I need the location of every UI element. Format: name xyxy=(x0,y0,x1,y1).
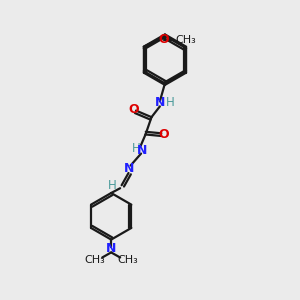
Text: H: H xyxy=(107,179,116,192)
Text: H: H xyxy=(166,96,174,109)
Text: N: N xyxy=(137,143,147,157)
Text: N: N xyxy=(155,96,165,109)
Text: CH₃: CH₃ xyxy=(84,256,105,266)
Text: O: O xyxy=(159,33,169,46)
Text: O: O xyxy=(159,128,169,141)
Text: O: O xyxy=(129,103,139,116)
Text: N: N xyxy=(106,242,116,255)
Text: N: N xyxy=(124,162,134,175)
Text: H: H xyxy=(132,142,140,155)
Text: CH₃: CH₃ xyxy=(175,34,196,44)
Text: CH₃: CH₃ xyxy=(117,256,138,266)
